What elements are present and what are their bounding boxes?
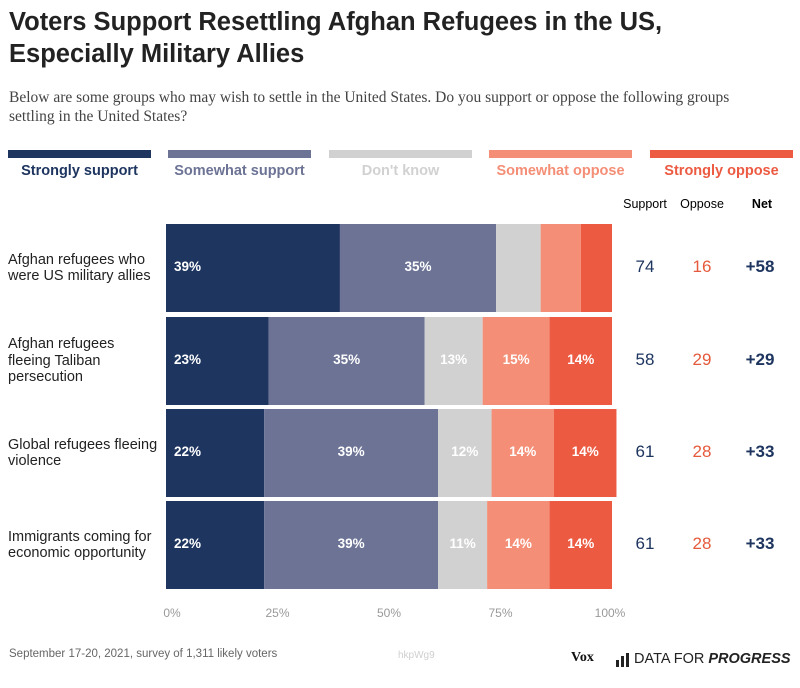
x-tick-label: 25% xyxy=(265,606,290,620)
legend-label: Strongly oppose xyxy=(664,163,779,179)
row-label: Global refugees fleeing violence xyxy=(8,436,158,470)
legend-swatch xyxy=(329,150,472,158)
data-label: 22% xyxy=(174,444,202,459)
support-value: 61 xyxy=(635,442,655,461)
bar-segment-strongly-oppose xyxy=(549,501,612,589)
data-label: 13% xyxy=(440,352,468,367)
net-value: +29 xyxy=(745,350,775,369)
legend-label: Strongly support xyxy=(21,163,138,179)
data-label: 12% xyxy=(451,444,479,459)
row-label: Immigrants coming for economic opportuni… xyxy=(8,528,152,562)
bar-segment-strongly-support xyxy=(166,501,265,589)
data-label: 35% xyxy=(404,259,432,274)
bar-segment-somewhat-support xyxy=(264,409,439,497)
data-label: 23% xyxy=(174,352,202,367)
bar-segment-somewhat-oppose xyxy=(487,501,550,589)
legend-item-strongly-support: Strongly support xyxy=(8,150,151,179)
bar-segment-somewhat-oppose xyxy=(540,224,581,312)
data-label: 11% xyxy=(449,536,476,551)
data-label: 39% xyxy=(337,536,365,551)
oppose-value: 28 xyxy=(692,534,712,553)
x-tick-label: 50% xyxy=(376,606,402,620)
bar-segment-strongly-oppose xyxy=(554,409,617,497)
legend-swatch xyxy=(650,150,793,158)
source-note: September 17-20, 2021, survey of 1,311 l… xyxy=(9,648,278,660)
bar-segment-somewhat-oppose xyxy=(491,409,555,497)
row-label: Afghan refugees fleeing Taliban persecut… xyxy=(8,336,115,386)
oppose-value: 28 xyxy=(692,442,712,461)
data-label: 14% xyxy=(504,536,532,551)
data-label: 14% xyxy=(567,536,595,551)
legend-item-somewhat-support: Somewhat support xyxy=(168,150,311,179)
legend-label: Somewhat oppose xyxy=(496,163,625,179)
x-tick-label: 100% xyxy=(594,606,626,620)
oppose-column-header: Oppose xyxy=(680,197,724,211)
oppose-value: 29 xyxy=(692,350,712,369)
data-label: 39% xyxy=(174,259,202,274)
bar-segment-don-t-know xyxy=(496,224,541,312)
data-label: 14% xyxy=(509,444,537,459)
x-tick-label: 0% xyxy=(163,606,181,620)
watermark: hkpWg9 xyxy=(398,650,435,661)
bar-segment-strongly-oppose xyxy=(580,224,612,312)
legend-swatch xyxy=(489,150,632,158)
bar-segment-strongly-support xyxy=(166,317,269,405)
chart-subtitle: Below are some groups who may wish to se… xyxy=(9,89,730,125)
chart-title: Voters Support Resettling Afghan Refugee… xyxy=(9,8,663,68)
data-label: 14% xyxy=(567,352,595,367)
net-value: +58 xyxy=(745,257,775,276)
bar-segment-strongly-oppose xyxy=(549,317,612,405)
data-label: 39% xyxy=(337,444,365,459)
data-label: 35% xyxy=(333,352,361,367)
bar-segment-somewhat-oppose xyxy=(482,317,550,405)
bar-chart-icon xyxy=(616,653,629,667)
support-value: 74 xyxy=(635,257,655,276)
oppose-value: 16 xyxy=(692,257,712,276)
support-value: 58 xyxy=(635,350,655,369)
bar-segment-don-t-know xyxy=(424,317,483,405)
bar-segment-strongly-support xyxy=(166,409,265,497)
bar-segment-somewhat-support xyxy=(339,224,497,312)
legend-item-strongly-oppose: Strongly oppose xyxy=(650,150,793,179)
vox-logo: Vox xyxy=(571,650,594,665)
dfp-logo-text-bold: PROGRESS xyxy=(708,651,791,667)
data-label: 22% xyxy=(174,536,202,551)
net-value: +33 xyxy=(745,442,775,461)
data-for-progress-logo: DATA FOR PROGRESS xyxy=(616,651,791,667)
x-tick-label: 75% xyxy=(488,606,513,620)
net-column-header: Net xyxy=(751,197,773,211)
legend-item-don-t-know: Don't know xyxy=(329,150,472,179)
support-column-header: Support xyxy=(623,197,667,211)
data-label: 15% xyxy=(502,352,530,367)
row-label: Afghan refugees who were US military all… xyxy=(8,251,151,285)
data-label: 14% xyxy=(571,444,599,459)
legend-label: Somewhat support xyxy=(174,163,305,179)
bar-segment-don-t-know xyxy=(438,501,488,589)
bar-segment-somewhat-support xyxy=(264,501,439,589)
net-value: +33 xyxy=(745,534,775,553)
legend-label: Don't know xyxy=(361,163,440,179)
legend-item-somewhat-oppose: Somewhat oppose xyxy=(489,150,632,179)
bar-segment-don-t-know xyxy=(438,409,492,497)
support-value: 61 xyxy=(635,534,655,553)
dfp-logo-text: DATA FOR xyxy=(634,651,705,667)
legend-swatch xyxy=(168,150,311,158)
bar-segment-strongly-support xyxy=(166,224,340,312)
legend-swatch xyxy=(8,150,151,158)
bar-segment-somewhat-support xyxy=(268,317,425,405)
